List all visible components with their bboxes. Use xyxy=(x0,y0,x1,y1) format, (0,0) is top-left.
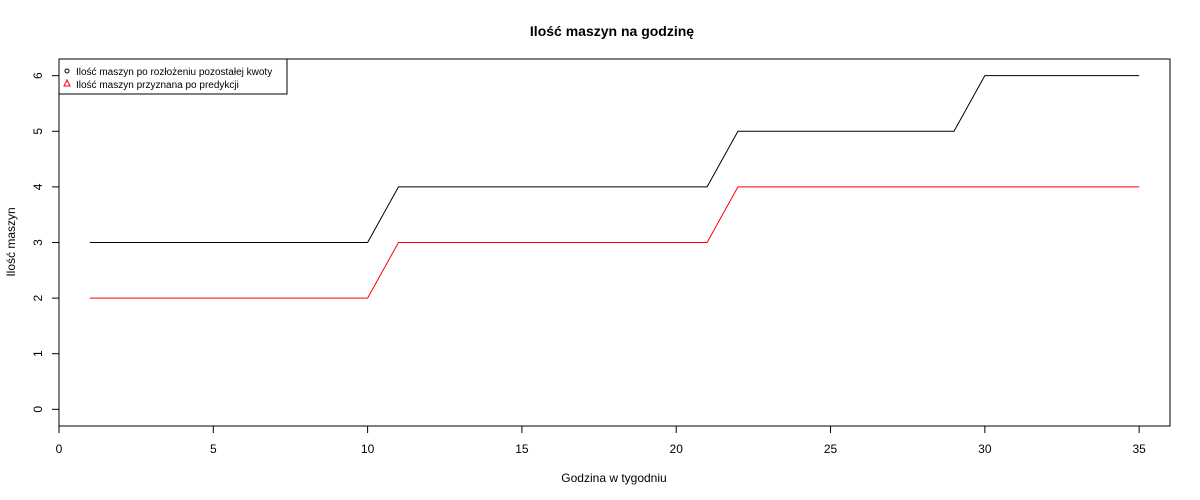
x-tick-label: 10 xyxy=(361,442,375,456)
legend-label-series-2: Ilość maszyn przyznana po predykcji xyxy=(76,80,239,91)
y-tick-label: 4 xyxy=(31,183,45,190)
series-line-2 xyxy=(89,186,1140,299)
y-axis-label: Ilość maszyn xyxy=(4,207,18,276)
legend-marker-series-2 xyxy=(63,78,71,87)
y-tick-label: 5 xyxy=(31,128,45,135)
y-tick-label: 6 xyxy=(31,72,45,79)
legend-marker-series-1 xyxy=(64,68,70,74)
y-tick-label: 1 xyxy=(31,350,45,357)
series-line-1 xyxy=(89,75,1140,243)
y-tick-label: 3 xyxy=(31,239,45,246)
chart-title: Ilość maszyn na godzinę xyxy=(530,23,694,39)
legend-box xyxy=(58,58,288,95)
x-tick-label: 35 xyxy=(1132,442,1146,456)
x-tick-label: 15 xyxy=(515,442,529,456)
x-axis: 0 5 10 15 20 25 30 35 xyxy=(56,425,1146,456)
x-tick-label: 20 xyxy=(670,442,684,456)
legend: Ilość maszyn po rozłożeniu pozostałej kw… xyxy=(58,58,288,95)
y-tick-label: 2 xyxy=(31,294,45,301)
legend-label-series-1: Ilość maszyn po rozłożeniu pozostałej kw… xyxy=(76,67,272,78)
x-tick-label: 30 xyxy=(978,442,992,456)
series-layer xyxy=(89,75,1140,299)
x-tick-label: 25 xyxy=(824,442,838,456)
x-tick-label: 5 xyxy=(210,442,217,456)
x-axis-label: Godzina w tygodniu xyxy=(561,471,666,485)
x-tick-label: 0 xyxy=(56,442,63,456)
y-axis: 0 1 2 3 4 5 6 xyxy=(31,72,60,413)
y-tick-label: 0 xyxy=(31,406,45,413)
